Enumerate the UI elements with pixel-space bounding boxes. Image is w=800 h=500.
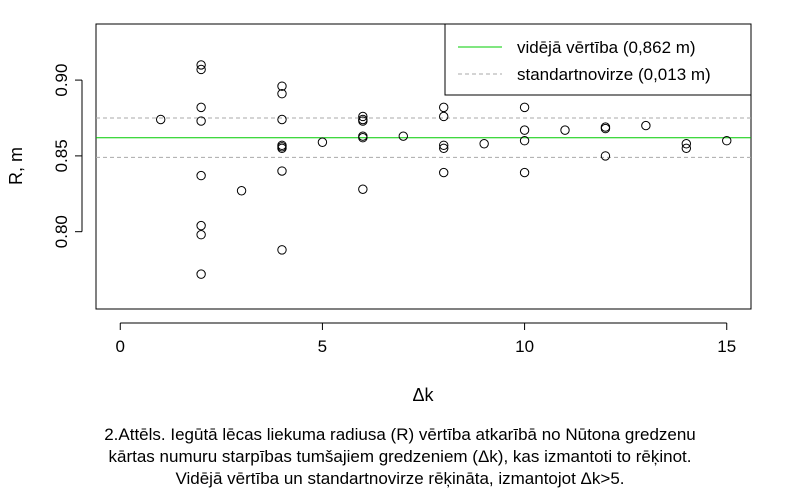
legend: vidējā vērtība (0,862 m) standartnovirze… — [444, 23, 752, 96]
data-point — [358, 184, 368, 194]
data-point — [358, 111, 368, 122]
data-point — [358, 132, 368, 143]
data-point — [519, 125, 530, 135]
y-axis: 0.80 0.85 0.90 — [52, 64, 83, 248]
data-point — [560, 125, 570, 135]
data-point — [439, 140, 449, 150]
data-point — [277, 114, 287, 125]
data-point — [600, 151, 611, 161]
data-point — [519, 136, 530, 146]
plot-frame — [95, 23, 752, 310]
figure-caption: 2.Attēls. Iegūtā lēcas liekuma radiusa (… — [0, 424, 800, 490]
y-tick-label: 0.85 — [52, 139, 71, 172]
data-point — [317, 137, 328, 147]
scatter-chart: 0 5 10 15 0.80 0.85 0.90 Δk R, m vidējā vērtī… — [6, 23, 752, 405]
data-point — [236, 186, 247, 196]
data-point — [398, 131, 408, 141]
x-tick-label: 10 — [515, 337, 534, 356]
data-point — [277, 81, 287, 91]
data-point — [277, 142, 287, 152]
y-tick-label: 0.80 — [52, 215, 71, 248]
data-point — [196, 170, 206, 181]
caption-line-1: 2.Attēls. Iegūtā lēcas liekuma radiusa (… — [104, 425, 696, 444]
data-point — [439, 167, 449, 178]
x-tick-label: 0 — [116, 337, 125, 356]
data-point — [439, 102, 449, 113]
legend-box — [444, 23, 752, 96]
x-axis: 0 5 10 15 — [116, 322, 736, 356]
data-point — [479, 139, 489, 149]
data-point — [196, 116, 206, 126]
data-points — [155, 60, 732, 279]
y-axis-title: R, m — [6, 147, 26, 185]
reference-lines — [96, 117, 751, 158]
data-point — [600, 123, 611, 134]
data-point — [196, 230, 206, 240]
legend-sd-label: standartnovirze (0,013 m) — [517, 65, 711, 84]
x-tick-label: 5 — [318, 337, 327, 356]
data-point — [196, 102, 206, 113]
data-point — [196, 220, 206, 231]
y-tick-label: 0.90 — [52, 64, 71, 97]
caption-line-3: Vidējā vērtība un standartnovirze rēķinā… — [175, 469, 625, 488]
data-point — [277, 245, 287, 255]
data-point — [196, 60, 206, 70]
data-point — [439, 111, 449, 122]
x-tick-label: 15 — [717, 337, 736, 356]
data-point — [681, 143, 692, 154]
data-point — [439, 143, 449, 154]
legend-mean-label: vidējā vērtība (0,862 m) — [517, 38, 696, 57]
data-point — [196, 64, 206, 75]
data-point — [277, 166, 287, 176]
data-point — [358, 114, 368, 125]
data-point — [277, 89, 287, 99]
x-axis-title: Δk — [412, 385, 434, 405]
data-point — [681, 139, 692, 149]
data-point — [519, 102, 530, 113]
caption-line-2: kārtas numuru starpības tumšajiem gredze… — [108, 447, 692, 466]
data-point — [641, 120, 651, 131]
data-point — [196, 269, 206, 279]
data-point — [722, 136, 732, 146]
data-point — [155, 114, 166, 125]
data-point — [519, 167, 530, 178]
